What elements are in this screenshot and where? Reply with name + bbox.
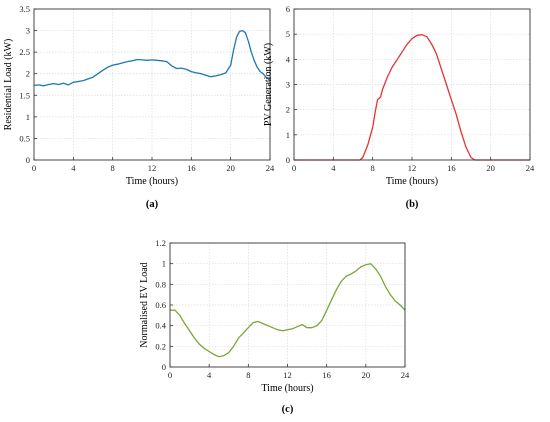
x-tick-label: 0 (292, 163, 296, 173)
series-line (33, 29, 271, 87)
x-tick-label: 20 (486, 163, 495, 173)
x-axis-label: Time (hours) (261, 383, 313, 394)
x-tick-label: 20 (362, 370, 371, 380)
panel-label: (a) (146, 199, 159, 210)
y-tick-label: 1 (162, 259, 166, 269)
y-axis-label: Normalised EV Load (139, 262, 150, 347)
series-line (294, 34, 530, 161)
y-tick-label: 1.2 (155, 238, 166, 248)
y-tick-label: 4 (286, 54, 291, 64)
y-tick-label: 2 (286, 105, 290, 115)
x-tick-label: 16 (322, 370, 331, 380)
y-tick-label: 0 (286, 155, 290, 165)
panel-label: (b) (406, 199, 419, 210)
y-tick-label: 5 (286, 29, 290, 39)
y-tick-label: 1.5 (19, 90, 30, 100)
y-tick-label: 0.2 (155, 341, 166, 351)
x-tick-label: 4 (207, 370, 212, 380)
x-tick-label: 8 (246, 370, 250, 380)
y-tick-label: 0 (162, 362, 166, 372)
y-tick-label: 0.5 (19, 133, 30, 143)
x-tick-label: 24 (526, 163, 535, 173)
x-tick-label: 4 (331, 163, 336, 173)
y-tick-label: 1 (26, 112, 30, 122)
y-tick-label: 1 (286, 130, 290, 140)
series-line (170, 263, 406, 358)
x-axis-label: Time (hours) (126, 176, 178, 187)
y-tick-label: 3.5 (19, 4, 30, 14)
y-tick-label: 0 (26, 155, 30, 165)
y-axis-label: PV Generation (kW) (263, 43, 274, 126)
chart-panel-a: 0 4 8 12 16 20 24 0 0.5 1 1.5 2 2.5 3 3.5 Time (hours) R… (3, 4, 275, 210)
x-tick-label: 24 (401, 370, 410, 380)
x-tick-label: 8 (111, 163, 115, 173)
panel-label: (c) (282, 404, 294, 415)
chart-panel-c: 0 4 8 12 16 20 24 0 0.2 0.4 0.6 0.8 1 1.2 Time (hours)… (139, 238, 410, 415)
x-tick-label: 0 (32, 163, 36, 173)
x-tick-label: 12 (408, 163, 417, 173)
x-tick-label: 12 (148, 163, 157, 173)
x-tick-label: 12 (283, 370, 292, 380)
x-tick-label: 0 (168, 370, 172, 380)
y-tick-label: 0.4 (155, 321, 166, 331)
x-tick-label: 24 (266, 163, 275, 173)
y-tick-label: 3 (286, 80, 290, 90)
y-axis-label: Residential Load (kW) (3, 39, 14, 131)
x-tick-label: 20 (226, 163, 235, 173)
y-tick-label: 6 (286, 4, 290, 14)
x-tick-label: 16 (187, 163, 196, 173)
x-tick-label: 8 (371, 163, 375, 173)
y-tick-label: 0.8 (155, 279, 166, 289)
y-tick-label: 0.6 (155, 300, 166, 310)
y-tick-label: 2 (26, 69, 30, 79)
y-tick-label: 2.5 (19, 47, 30, 57)
x-tick-label: 4 (71, 163, 76, 173)
x-axis-label: Time (hours) (386, 176, 438, 187)
y-tick-label: 3 (26, 26, 30, 36)
x-tick-label: 16 (447, 163, 456, 173)
